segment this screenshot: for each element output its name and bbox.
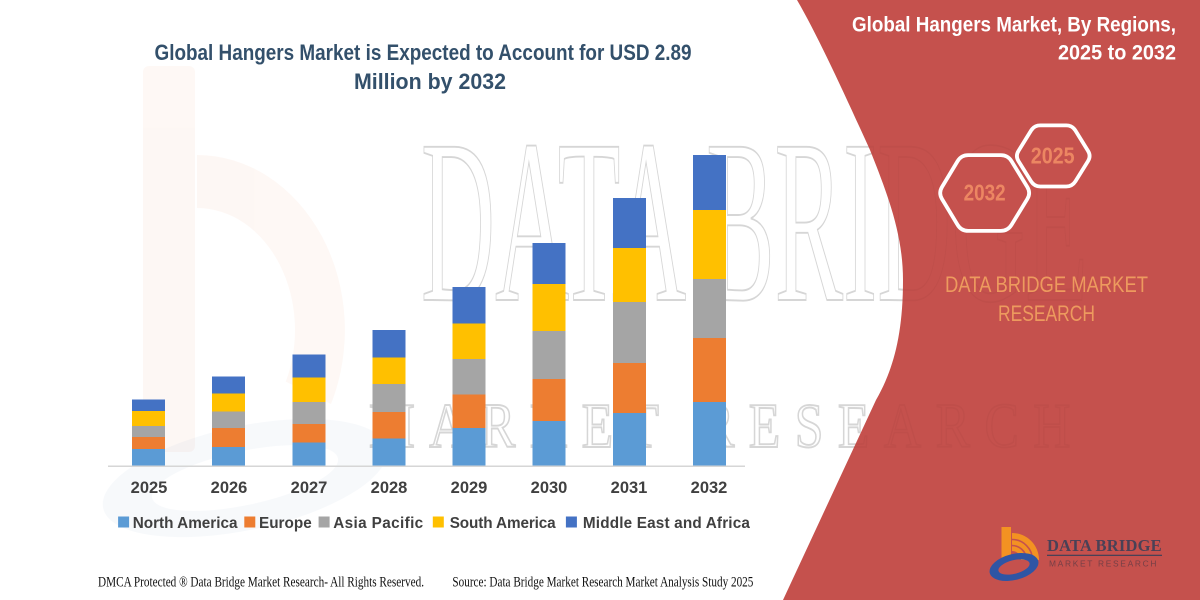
svg-text:Million by 2032: Million by 2032 [354,69,506,94]
svg-text:RESEARCH: RESEARCH [998,301,1095,326]
svg-text:Middle East and Africa: Middle East and Africa [583,515,750,532]
svg-text:MARKET RESEARCH: MARKET RESEARCH [1049,559,1158,569]
svg-text:2030: 2030 [531,479,568,497]
svg-text:2031: 2031 [611,479,648,497]
svg-text:2025: 2025 [1031,143,1075,169]
svg-text:Global Hangers Market is Expec: Global Hangers Market is Expected to Acc… [155,40,692,65]
svg-text:DATA BRIDGE MARKET: DATA BRIDGE MARKET [945,272,1148,297]
svg-text:2028: 2028 [371,479,408,497]
svg-text:2027: 2027 [291,479,328,497]
svg-text:Asia Pacific: Asia Pacific [333,515,423,532]
svg-text:2025 to 2032: 2025 to 2032 [1058,42,1176,65]
svg-text:2026: 2026 [211,479,248,497]
svg-text:Europe: Europe [259,515,312,532]
svg-text:DMCA Protected ® Data Bridge M: DMCA Protected ® Data Bridge Market Rese… [98,575,424,591]
svg-text:Source: Data Bridge Market Res: Source: Data Bridge Market Research Mark… [452,575,753,591]
svg-text:South America: South America [450,515,556,532]
svg-text:2029: 2029 [451,479,488,497]
svg-text:Global Hangers Market, By Regi: Global Hangers Market, By Regions, [852,14,1176,37]
svg-text:DATA BRIDGE: DATA BRIDGE [1047,536,1162,555]
svg-text:2032: 2032 [964,180,1006,206]
svg-text:2032: 2032 [691,479,728,497]
svg-text:North America: North America [133,515,238,532]
svg-text:2025: 2025 [131,479,168,497]
